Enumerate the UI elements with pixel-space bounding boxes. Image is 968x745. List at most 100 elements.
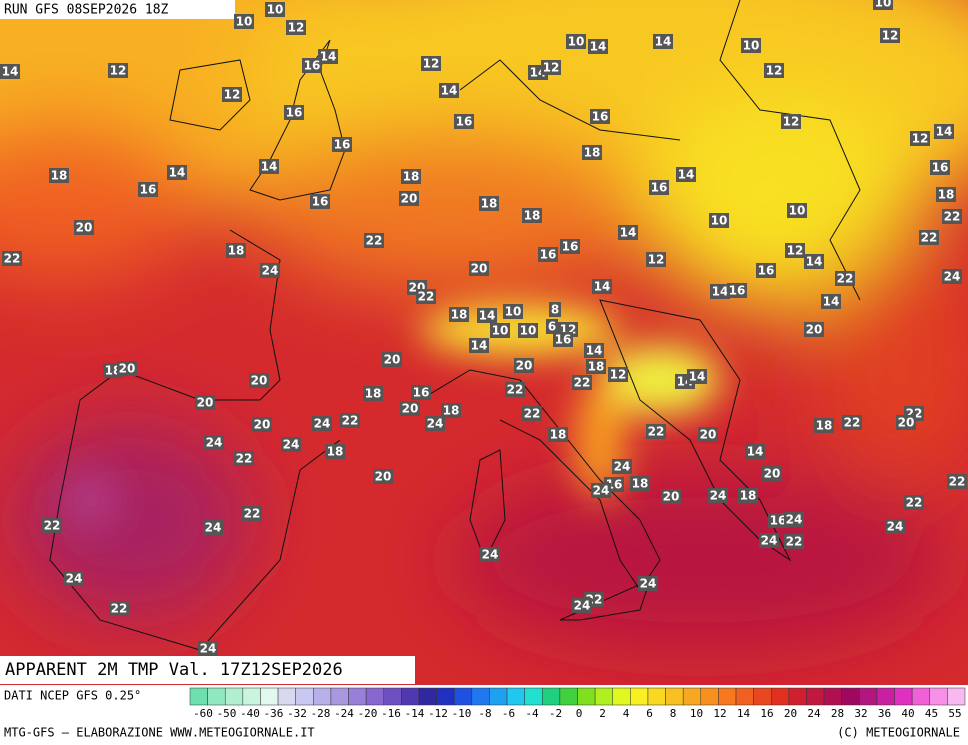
colorbar-label: 28 — [831, 707, 844, 720]
temp-label-box — [586, 359, 606, 374]
colorbar-cell — [242, 687, 261, 706]
temp-label-box — [518, 323, 538, 338]
colorbar-cell — [471, 687, 490, 706]
temp-label: 16 — [334, 138, 351, 152]
temp-label: 24 — [944, 270, 961, 284]
temp-label: 14 — [261, 160, 278, 174]
colorbar-label: 10 — [690, 707, 703, 720]
temp-label: 12 — [610, 368, 627, 382]
temp-label: 20 — [384, 353, 401, 367]
temp-label-box — [764, 63, 784, 78]
colorbar-cell — [700, 687, 719, 706]
colorbar-cell — [313, 687, 332, 706]
colorbar-cell — [753, 687, 772, 706]
temp-label-box — [814, 418, 834, 433]
temp-label: 18 — [403, 170, 420, 184]
temp-label: 14 — [594, 280, 611, 294]
temp-label: 22 — [366, 234, 383, 248]
temp-label: 22 — [837, 272, 854, 286]
temp-label: 22 — [507, 383, 524, 397]
temp-label-box — [584, 343, 604, 358]
temp-label: 24 — [262, 264, 279, 278]
colorbar-cell — [647, 687, 666, 706]
temp-label: 22 — [786, 535, 803, 549]
colorbar-label: -8 — [478, 707, 491, 720]
colorbar-cell — [876, 687, 895, 706]
temp-label-box — [249, 373, 269, 388]
colorbar-label: 0 — [576, 707, 583, 720]
temp-label: 22 — [111, 602, 128, 616]
temp-label-box — [310, 194, 330, 209]
temp-label-box — [572, 598, 592, 613]
temp-label: 24 — [482, 548, 499, 562]
temp-label: 14 — [806, 255, 823, 269]
temp-label-box — [638, 576, 658, 591]
temp-label: 24 — [710, 489, 727, 503]
temp-label: 24 — [593, 484, 610, 498]
temp-label: 18 — [451, 308, 468, 322]
temp-label-box — [49, 168, 69, 183]
temp-label: 24 — [283, 438, 300, 452]
temp-label: 20 — [76, 221, 93, 235]
temp-label-box — [318, 49, 338, 64]
temp-label: 20 — [197, 396, 214, 410]
temp-label: 14 — [678, 168, 695, 182]
temp-label: 24 — [66, 572, 83, 586]
temp-label: 24 — [205, 521, 222, 535]
temp-label: 12 — [912, 132, 929, 146]
temp-label-box — [284, 105, 304, 120]
temp-label: 20 — [516, 359, 533, 373]
temp-label-box — [885, 519, 905, 534]
temp-label: 18 — [365, 387, 382, 401]
temp-label-box — [630, 476, 650, 491]
temp-label: 14 — [747, 445, 764, 459]
temp-label-box — [756, 263, 776, 278]
colorbar-label: 12 — [713, 707, 726, 720]
temp-label: 16 — [729, 284, 746, 298]
temp-label: 20 — [806, 323, 823, 337]
temp-label: 16 — [413, 386, 430, 400]
temp-label: 16 — [651, 181, 668, 195]
temp-label-box — [787, 203, 807, 218]
colorbar-label: 6 — [646, 707, 653, 720]
temp-label-box — [934, 124, 954, 139]
temp-label: 14 — [712, 285, 729, 299]
temp-label-box — [781, 114, 801, 129]
temp-label: 10 — [505, 305, 522, 319]
temp-label-box — [821, 294, 841, 309]
temp-label-box — [42, 518, 62, 533]
temp-label-box — [109, 601, 129, 616]
temp-label-box — [514, 358, 534, 373]
temp-label-box — [203, 520, 223, 535]
temp-label-box — [947, 474, 967, 489]
temp-label: 16 — [562, 240, 579, 254]
temp-label-box — [592, 279, 612, 294]
colorbar-cell — [612, 687, 631, 706]
temp-label-box — [541, 60, 561, 75]
temp-label: 16 — [758, 264, 775, 278]
source-label: DATI NCEP GFS 0.25° — [4, 689, 141, 703]
temp-label-box — [138, 182, 158, 197]
temp-label: 18 — [740, 489, 757, 503]
coastlines — [49, 0, 861, 651]
temp-label-box — [842, 415, 862, 430]
temp-label-box — [117, 361, 137, 376]
temp-label: 12 — [783, 115, 800, 129]
colorbar-label: -12 — [428, 707, 448, 720]
colorbar-cell — [823, 687, 842, 706]
temp-label: 20 — [471, 262, 488, 276]
colorbar-cell — [489, 687, 508, 706]
temp-label-box — [522, 406, 542, 421]
title-box — [0, 656, 415, 684]
temp-label-box — [646, 424, 666, 439]
temp-label: 10 — [875, 0, 892, 10]
temp-label-box — [646, 252, 666, 267]
temp-label-box — [588, 39, 608, 54]
temp-label-box — [745, 444, 765, 459]
temp-label-box — [226, 243, 246, 258]
temp-label-box — [400, 401, 420, 416]
temp-label: 14 — [441, 84, 458, 98]
temp-label-box — [399, 191, 419, 206]
temp-label: 18 — [938, 188, 955, 202]
